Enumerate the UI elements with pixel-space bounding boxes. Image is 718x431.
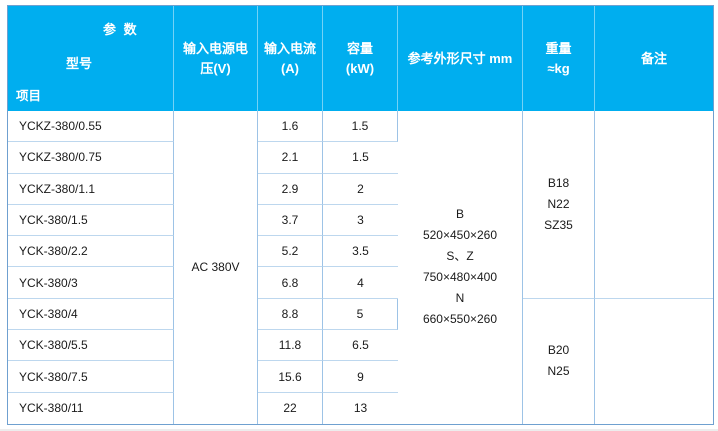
col-header-input-current: 输入电流 (A) [258, 6, 323, 111]
capacity-cell: 13 [323, 392, 398, 424]
col-header-input-voltage: 输入电源电 压(V) [174, 6, 258, 111]
col-header-weight: 重量 ≈kg [523, 6, 595, 111]
spec-table: 参 数 型号 项目 输入电源电 压(V) 输入电流 (A) 容量 (kW) 参考… [7, 5, 714, 425]
current-cell: 22 [258, 392, 323, 424]
current-cell: 11.8 [258, 330, 323, 362]
capacity-cell: 3.5 [323, 236, 398, 268]
table-row: YCKZ-380/0.55 AC 380V 1.6 1.5 B 520×450×… [8, 111, 713, 424]
col-header-dimensions: 参考外形尺寸 mm [398, 6, 523, 111]
table-row: YCK-380/1.5 3.7 3 [8, 204, 713, 237]
model-cell: YCK-380/5.5 [8, 330, 174, 362]
weight-group2-cell: B20 N25 [523, 298, 595, 424]
current-cell: 2.1 [258, 142, 323, 174]
capacity-cell: 1.5 [323, 111, 398, 143]
page-bottom-divider [0, 429, 718, 431]
model-cell: YCK-380/2.2 [8, 236, 174, 268]
dimensions-merged-cell: B 520×450×260 S、Z 750×480×400 N 660×550×… [398, 111, 523, 424]
capacity-cell: 3 [323, 204, 398, 237]
model-cell: YCK-380/7.5 [8, 361, 174, 393]
capacity-cell: 4 [323, 267, 398, 299]
current-cell: 1.6 [258, 111, 323, 143]
capacity-cell: 5 [323, 298, 398, 331]
item-header-label: 项目 [16, 89, 42, 103]
col-header-capacity: 容量 (kW) [323, 6, 398, 111]
spec-table-body: YCKZ-380/0.55 AC 380V 1.6 1.5 B 520×450×… [8, 111, 713, 424]
table-row: YCK-380/3 6.8 4 [8, 267, 713, 299]
corner-header-cell: 参 数 型号 项目 [8, 6, 174, 111]
model-header-label: 型号 [66, 56, 93, 71]
table-row: YCK-380/4 8.8 5 B20 N25 [8, 298, 713, 424]
current-cell: 8.8 [258, 298, 323, 331]
table-row: YCK-380/5.5 11.8 6.5 [8, 330, 713, 362]
current-cell: 2.9 [258, 173, 323, 205]
capacity-cell: 2 [323, 173, 398, 205]
col-header-remark: 备注 [595, 6, 713, 111]
table-row: YCK-380/7.5 15.6 9 [8, 361, 713, 393]
current-cell: 6.8 [258, 267, 323, 299]
current-cell: 3.7 [258, 204, 323, 237]
table-row: YCKZ-380/0.75 2.1 1.5 [8, 142, 713, 174]
remark-group1-cell [595, 111, 713, 299]
remark-group2-cell [595, 298, 713, 424]
param-header-label: 参 数 [103, 22, 139, 37]
voltage-merged-cell: AC 380V [174, 111, 258, 424]
model-cell: YCK-380/1.5 [8, 204, 174, 237]
model-cell: YCK-380/3 [8, 267, 174, 299]
current-cell: 5.2 [258, 236, 323, 268]
header-row: 参 数 型号 项目 输入电源电 压(V) 输入电流 (A) 容量 (kW) 参考… [8, 6, 713, 111]
table-row: YCKZ-380/1.1 2.9 2 [8, 173, 713, 205]
model-cell: YCKZ-380/1.1 [8, 173, 174, 205]
model-cell: YCK-380/11 [8, 392, 174, 424]
model-cell: YCKZ-380/0.55 [8, 111, 174, 143]
table-row: YCK-380/2.2 5.2 3.5 [8, 236, 713, 268]
current-cell: 15.6 [258, 361, 323, 393]
capacity-cell: 1.5 [323, 142, 398, 174]
table-row: YCK-380/11 22 13 [8, 392, 713, 424]
model-cell: YCK-380/4 [8, 298, 174, 331]
model-cell: YCKZ-380/0.75 [8, 142, 174, 174]
capacity-cell: 6.5 [323, 330, 398, 362]
capacity-cell: 9 [323, 361, 398, 393]
weight-group1-cell: B18 N22 SZ35 [523, 111, 595, 299]
